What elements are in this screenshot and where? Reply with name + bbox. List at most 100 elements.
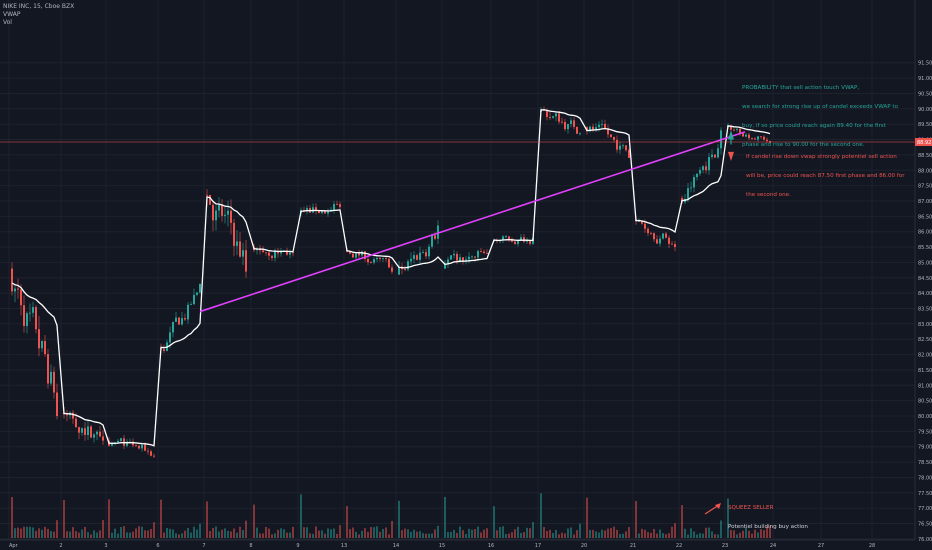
time-axis[interactable]: Apr 2 3 6 7 8 9 13 14 15 16 17 20 21 22 23 24 27 28: [0, 539, 915, 550]
volume-bar: [271, 534, 273, 538]
volume-bar: [327, 528, 329, 538]
volume-bar: [324, 533, 326, 538]
volume-bar: [391, 520, 393, 538]
x-tick-label: 13: [341, 543, 347, 549]
candle-body: [102, 436, 104, 441]
candle-body: [190, 304, 192, 305]
volume-bar: [41, 529, 43, 538]
y-tick-label: 76.50: [918, 522, 932, 528]
candle-body: [757, 136, 759, 140]
volume-bar: [190, 532, 192, 538]
candle-body: [529, 240, 531, 244]
volume-bar: [543, 527, 545, 538]
volume-bar: [315, 526, 317, 538]
candle-body: [147, 450, 149, 452]
y-tick-label: 82.00: [918, 353, 932, 359]
candle-body: [431, 235, 433, 247]
candle-body: [339, 204, 341, 208]
volume-bar: [218, 531, 220, 538]
y-tick-label: 86.00: [918, 230, 932, 236]
candle-body: [181, 318, 183, 325]
volume-bar: [227, 530, 229, 538]
volume-bar: [579, 523, 581, 538]
candle-body: [748, 134, 750, 139]
candle-body: [324, 211, 326, 214]
volume-bar: [56, 520, 58, 538]
candle-body: [480, 250, 482, 252]
volume-bar: [552, 532, 554, 538]
candle-body: [416, 255, 418, 260]
candle-body: [552, 116, 554, 118]
price-axis[interactable]: 91.5091.0090.5090.0089.5089.0088.5088.00…: [914, 0, 932, 550]
volume-bar: [638, 533, 640, 538]
y-tick-label: 78.00: [918, 475, 932, 481]
candle-body: [66, 414, 68, 416]
volume-bar: [486, 528, 488, 538]
candle-body: [650, 233, 652, 234]
volume-bar: [14, 528, 16, 538]
candle-body: [419, 252, 421, 260]
trendline[interactable]: [199, 131, 746, 313]
candle-body: [662, 233, 664, 239]
volume-bar: [684, 528, 686, 538]
candle-body: [647, 228, 649, 234]
annotation-line: we search for strong rise up of candel e…: [742, 104, 899, 111]
volume-bar: [123, 526, 125, 538]
candle-body: [567, 123, 569, 130]
candle-body: [141, 444, 143, 449]
candle-body: [209, 194, 211, 205]
volume-bar: [653, 528, 655, 538]
candle-body: [41, 341, 43, 349]
vwap-legend[interactable]: VWAP: [3, 11, 21, 18]
volume-bar: [163, 532, 165, 538]
volume-bar: [483, 529, 485, 538]
symbol-title[interactable]: NIKE INC, 15, Cboe BZX: [3, 3, 75, 10]
volume-bar: [352, 527, 354, 538]
candle-body: [318, 210, 320, 214]
volume-bar: [196, 529, 198, 538]
candle-body: [56, 392, 58, 417]
volume-bar: [493, 506, 495, 538]
candle-body: [668, 237, 670, 244]
volume-bar: [745, 527, 747, 538]
volume-bar: [601, 529, 603, 538]
volume-bar: [153, 522, 155, 538]
candle-body: [523, 237, 525, 242]
volume-bar: [628, 527, 630, 538]
x-tick-label: 23: [722, 543, 728, 549]
volume-bar: [388, 534, 390, 538]
candle-body: [638, 221, 640, 222]
x-tick-label: 14: [393, 543, 399, 549]
volume-bars: [11, 493, 771, 538]
volume-bar: [564, 533, 566, 538]
candle-body: [35, 307, 37, 330]
volume-bar: [592, 529, 594, 538]
candle-body: [169, 332, 171, 343]
time-axis-bg: [0, 540, 915, 550]
volume-bar: [93, 530, 95, 538]
candle-body: [592, 126, 594, 131]
candle-body: [641, 221, 643, 224]
candle-body: [428, 246, 430, 257]
volume-legend[interactable]: Vol: [3, 19, 12, 26]
candle-body: [274, 251, 276, 258]
candle-body: [549, 116, 551, 118]
x-tick-label: 17: [535, 543, 541, 549]
volume-bar: [416, 531, 418, 538]
candle-body: [526, 240, 528, 242]
volume-bar: [720, 520, 722, 538]
volume-bar: [175, 533, 177, 538]
volume-bar: [144, 530, 146, 538]
candle-body: [286, 250, 288, 255]
volume-bar: [437, 525, 439, 538]
y-tick-label: 81.50: [918, 368, 932, 374]
volume-bar: [511, 532, 513, 538]
volume-bar: [450, 531, 452, 538]
candle-body: [398, 266, 400, 275]
annotation-line: buy, if so price could reach again 89.40…: [742, 123, 886, 130]
volume-bar: [520, 532, 522, 538]
volume-bar: [187, 527, 189, 538]
candle-body: [671, 243, 673, 245]
volume-bar: [96, 532, 98, 538]
